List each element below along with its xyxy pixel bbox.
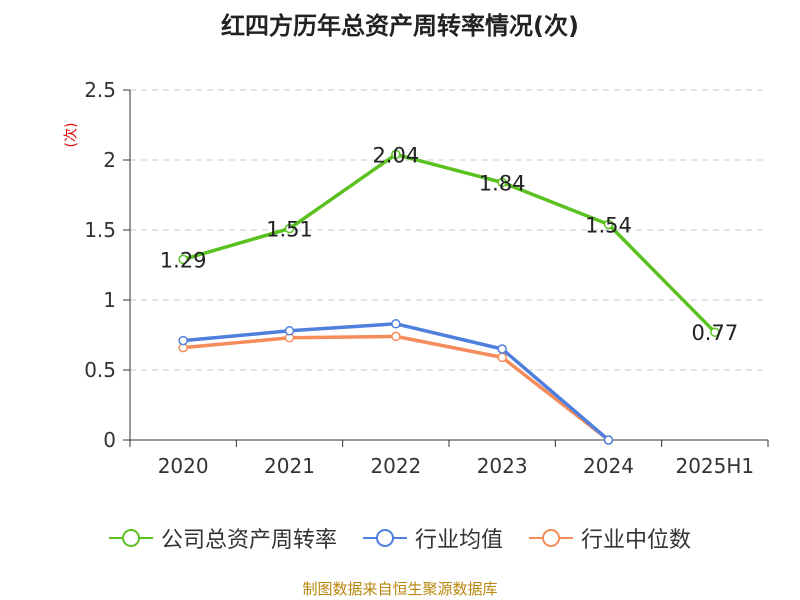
y-tick-label: 0.5 (84, 358, 116, 382)
data-label: 1.54 (585, 213, 632, 237)
legend-item-industry-median[interactable]: 行业中位数 (529, 522, 691, 554)
y-tick-label: 0 (103, 428, 116, 452)
legend: 公司总资产周转率 行业均值 行业中位数 (0, 522, 800, 554)
data-point (391, 149, 401, 160)
data-point (284, 223, 295, 234)
data-label: 1.29 (160, 248, 207, 272)
legend-label-industry-median: 行业中位数 (581, 528, 692, 553)
legend-marker-industry-average (362, 529, 407, 547)
data-point (497, 177, 507, 188)
legend-label-company: 公司总资产周转率 (160, 528, 337, 553)
x-tick-label: 2023 (477, 454, 528, 478)
line-chart: 0 0.5 1 1.5 2 2.5 2020 2021 2022 2023 2024 2025H1 1.… (84, 78, 769, 478)
data-point (178, 254, 188, 265)
y-tick-label: 1.5 (84, 218, 116, 242)
data-point (284, 326, 295, 336)
data-point (603, 219, 614, 230)
x-tick-label: 2022 (370, 454, 421, 478)
y-tick-label: 2.5 (84, 78, 116, 102)
legend-item-industry-average[interactable]: 行业均值 (362, 522, 503, 554)
data-point (603, 435, 614, 445)
data-point (391, 319, 401, 329)
data-point (497, 352, 507, 363)
series-line (183, 334, 610, 442)
data-point (497, 344, 507, 354)
legend-marker-company (108, 529, 153, 547)
x-tick-label: 2020 (158, 454, 209, 478)
legend-label-industry-average: 行业均值 (414, 528, 503, 553)
data-point (710, 327, 720, 337)
x-tick-label: 2024 (583, 454, 634, 478)
data-label: 1.51 (266, 218, 313, 242)
series-line (182, 152, 717, 334)
data-point (391, 331, 401, 342)
x-tick-label: 2021 (264, 454, 315, 478)
x-tick-label: 2025H1 (675, 454, 754, 478)
data-source-note: 制图数据来自恒生聚源数据库 (302, 580, 498, 598)
data-label: 2.04 (372, 143, 419, 167)
data-point (178, 335, 188, 346)
legend-marker-industry-median (529, 529, 573, 547)
data-label: 0.77 (691, 321, 738, 345)
y-tick-label: 1 (103, 288, 116, 312)
data-label: 1.84 (479, 171, 526, 195)
legend-item-company[interactable]: 公司总资产周转率 (108, 522, 337, 554)
chart-title: 红四方历年总资产周转率情况(次) (221, 12, 579, 40)
y-tick-label: 2 (103, 148, 116, 172)
